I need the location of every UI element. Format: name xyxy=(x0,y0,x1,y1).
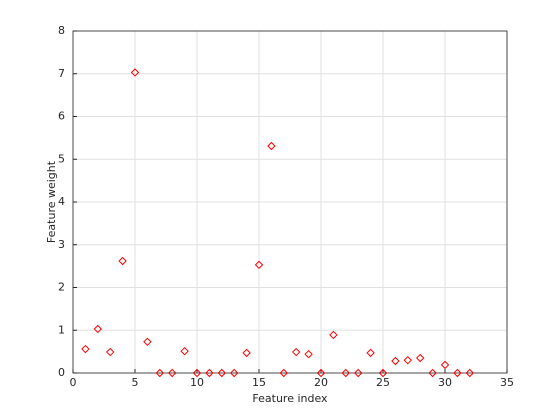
data-point xyxy=(254,260,264,270)
y-tick-label: 6 xyxy=(58,110,65,123)
y-tick-label: 5 xyxy=(58,152,65,165)
x-tick-label: 5 xyxy=(132,376,139,389)
data-point xyxy=(378,368,388,378)
data-point xyxy=(329,330,338,340)
data-point xyxy=(403,355,413,365)
x-tick-label: 25 xyxy=(376,376,390,389)
data-point xyxy=(415,353,425,363)
x-tick-label: 15 xyxy=(252,376,266,389)
data-point xyxy=(316,368,326,378)
axes-box xyxy=(72,30,508,374)
data-point xyxy=(118,256,127,266)
data-point xyxy=(353,368,363,378)
data-point xyxy=(143,337,152,347)
y-tick-label: 2 xyxy=(58,281,65,294)
data-point xyxy=(130,68,140,77)
data-point xyxy=(440,360,450,370)
data-point xyxy=(192,368,202,378)
data-point xyxy=(453,368,462,378)
data-point xyxy=(242,348,251,358)
data-point xyxy=(81,344,90,354)
x-axis-label: Feature index xyxy=(252,392,328,405)
data-point xyxy=(267,141,276,151)
data-point xyxy=(341,368,351,378)
data-point xyxy=(465,368,475,378)
x-tick-label: 20 xyxy=(314,376,328,389)
y-tick-label: 3 xyxy=(58,238,65,251)
y-tick-label: 1 xyxy=(58,323,65,336)
x-tick-label: 0 xyxy=(70,376,77,389)
y-tick-label: 8 xyxy=(58,24,65,37)
x-tick-label: 30 xyxy=(438,376,452,389)
y-tick-label: 4 xyxy=(58,195,65,208)
data-point xyxy=(180,346,189,356)
data-point xyxy=(93,324,103,334)
x-tick-label: 10 xyxy=(190,376,204,389)
data-point xyxy=(304,349,313,359)
y-axis-label: Feature weight xyxy=(45,160,58,243)
data-point xyxy=(366,348,375,358)
x-tick-label: 35 xyxy=(500,376,514,389)
data-point xyxy=(205,368,214,378)
data-point xyxy=(428,368,437,378)
data-point xyxy=(279,368,289,378)
data-point xyxy=(217,368,227,378)
data-point xyxy=(167,368,177,378)
data-point xyxy=(155,368,165,378)
data-point xyxy=(291,347,301,357)
data-point xyxy=(105,347,115,357)
data-point xyxy=(391,356,400,366)
y-tick-label: 0 xyxy=(58,366,65,379)
y-tick-label: 7 xyxy=(58,67,65,80)
data-point xyxy=(229,368,239,378)
